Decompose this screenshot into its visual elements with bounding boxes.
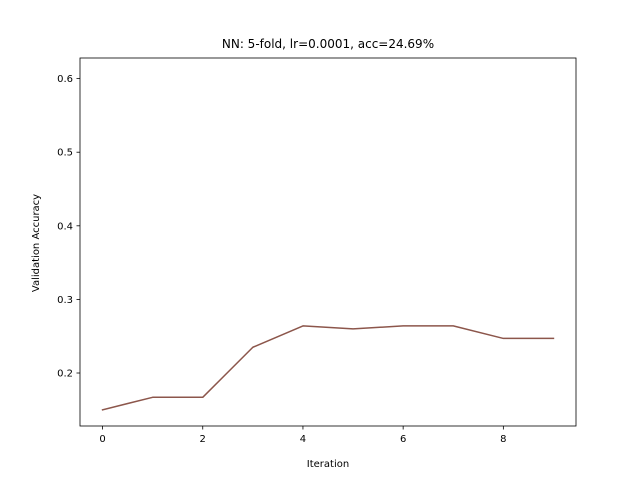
x-tick-label: 8	[500, 434, 506, 445]
x-tick-label: 2	[200, 434, 206, 445]
x-axis-title: Iteration	[307, 459, 349, 470]
x-tick-label: 4	[300, 434, 306, 445]
y-tick-label: 0.6	[57, 74, 73, 85]
series-line-1	[101, 325, 555, 411]
x-tick-label: 6	[400, 434, 406, 445]
x-tick-label: 0	[99, 434, 105, 445]
y-tick-label: 0.2	[57, 369, 73, 380]
y-axis-title: Validation Accuracy	[31, 194, 42, 292]
plot-frame	[79, 57, 577, 427]
y-tick-label: 0.4	[57, 221, 73, 232]
y-tick-label: 0.3	[57, 295, 73, 306]
chart-title: NN: 5-fold, lr=0.0001, acc=24.69%	[222, 37, 434, 51]
y-tick-label: 0.5	[57, 148, 73, 159]
